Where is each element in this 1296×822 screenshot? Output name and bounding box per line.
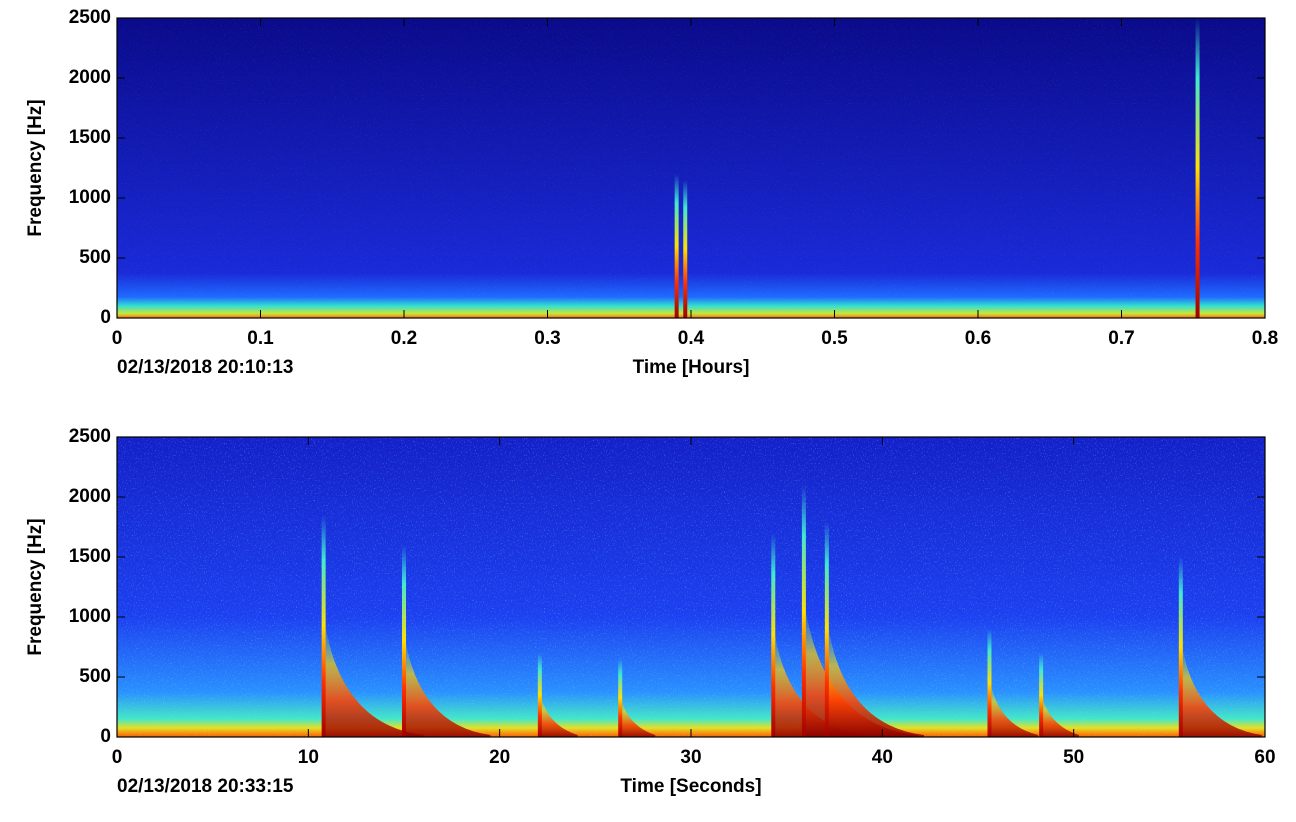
y-tick-label: 2000	[69, 486, 111, 507]
x-tick-label: 50	[1063, 747, 1084, 768]
y-tick-label: 2500	[69, 426, 111, 447]
event-streak	[1195, 18, 1200, 318]
x-tick-label: 0.7	[1108, 328, 1134, 349]
start-time-annotation: 02/13/2018 20:33:15	[117, 776, 294, 797]
x-tick-label: 0.3	[534, 328, 560, 349]
y-tick-label: 0	[100, 307, 111, 328]
event-decay	[539, 690, 578, 737]
event-decay	[773, 624, 866, 737]
x-axis-label: Time [Hours]	[633, 357, 750, 378]
y-axis-label: Frequency [Hz]	[25, 518, 46, 655]
event-streak	[321, 515, 326, 737]
y-tick-label: 1000	[69, 187, 111, 208]
event-streak	[1039, 653, 1044, 737]
x-tick-label: 0	[112, 328, 123, 349]
event-decay	[620, 694, 656, 737]
event-streak	[801, 485, 806, 737]
x-tick-label: 0.1	[247, 328, 274, 349]
y-axis-label: Frequency [Hz]	[25, 99, 46, 236]
x-tick-label: 0	[112, 747, 123, 768]
y-tick-label: 2000	[69, 67, 111, 88]
event-streak	[683, 180, 688, 318]
x-tick-label: 40	[872, 747, 893, 768]
event-streak	[824, 521, 829, 737]
event-streak	[537, 653, 542, 737]
event-streak	[674, 174, 679, 318]
y-tick-label: 1000	[69, 606, 111, 627]
x-tick-label: 0.2	[391, 328, 417, 349]
x-axis-label: Time [Seconds]	[620, 776, 761, 797]
x-tick-label: 20	[489, 747, 510, 768]
start-time-annotation: 02/13/2018 20:10:13	[117, 357, 293, 378]
x-tick-label: 10	[298, 747, 319, 768]
spectrogram-noise	[117, 437, 1265, 737]
y-tick-label: 0	[100, 726, 111, 747]
event-decay	[1041, 690, 1079, 737]
plot-area	[117, 437, 1265, 737]
x-tick-label: 0.8	[1252, 328, 1278, 349]
y-tick-label: 2500	[69, 7, 111, 28]
x-tick-label: 0.6	[965, 328, 991, 349]
event-streak	[1178, 557, 1183, 737]
event-decay	[1180, 638, 1262, 737]
x-tick-label: 60	[1254, 747, 1275, 768]
event-decay	[323, 614, 424, 737]
event-streak	[402, 545, 406, 737]
spectrogram-noise	[117, 18, 1265, 318]
event-decay	[826, 618, 925, 737]
y-tick-label: 500	[79, 247, 111, 268]
plot-area	[117, 18, 1265, 318]
x-tick-label: 30	[680, 747, 701, 768]
event-decay	[989, 677, 1039, 737]
event-streak	[771, 533, 776, 737]
y-tick-label: 1500	[69, 546, 111, 567]
y-tick-label: 1500	[69, 127, 111, 148]
event-streak	[987, 629, 992, 737]
y-tick-label: 500	[79, 666, 111, 687]
event-streak	[618, 659, 623, 737]
event-decay	[404, 631, 491, 737]
x-tick-label: 0.5	[821, 328, 848, 349]
x-tick-label: 0.4	[678, 328, 705, 349]
